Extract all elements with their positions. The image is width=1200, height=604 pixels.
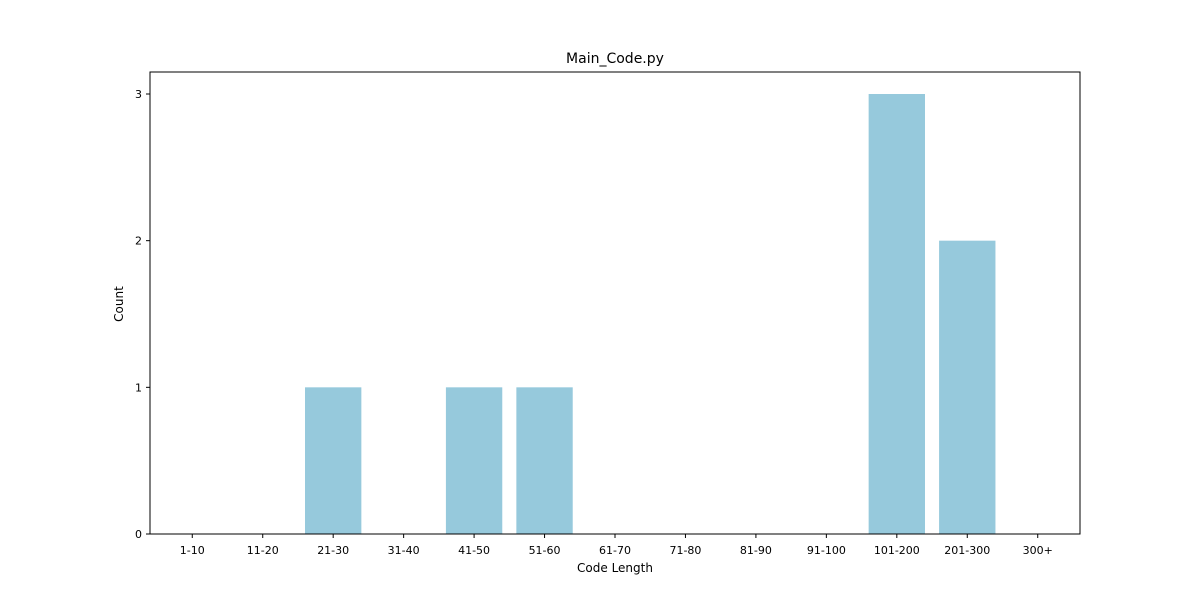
y-tick-label: 3 <box>135 88 142 101</box>
ticks-layer: 1-10 11-20 21-30 31-40 41-50 51-60 61-70 71-80 8… <box>135 88 1053 557</box>
bar-41-50 <box>445 387 503 534</box>
x-tick-label: 61-70 <box>599 544 631 557</box>
bar-201-300 <box>939 240 996 535</box>
x-tick-label: 71-80 <box>669 544 701 557</box>
y-axis-label: Count <box>112 286 126 322</box>
y-tick-label: 2 <box>135 235 142 248</box>
bar-101-200 <box>868 94 925 534</box>
x-tick-label: 201-300 <box>944 544 990 557</box>
x-tick-label: 300+ <box>1023 544 1053 557</box>
bar-21-30 <box>305 387 362 534</box>
x-tick-label: 11-20 <box>247 544 279 557</box>
y-tick-label: 0 <box>135 528 142 541</box>
x-tick-label: 81-90 <box>740 544 772 557</box>
chart-title: Main_Code.py <box>566 51 664 67</box>
y-tick-label: 1 <box>135 381 142 394</box>
x-tick-label: 51-60 <box>529 544 561 557</box>
x-axis-label: Code Length <box>577 561 653 575</box>
bars-layer <box>305 94 996 535</box>
x-tick-label: 91-100 <box>807 544 846 557</box>
x-tick-label: 1-10 <box>180 544 205 557</box>
bar-51-60 <box>516 387 573 534</box>
x-tick-label: 41-50 <box>458 544 490 557</box>
x-tick-label: 21-30 <box>317 544 349 557</box>
plot-frame <box>149 71 1081 535</box>
x-tick-label: 101-200 <box>874 544 920 557</box>
x-tick-label: 31-40 <box>388 544 420 557</box>
